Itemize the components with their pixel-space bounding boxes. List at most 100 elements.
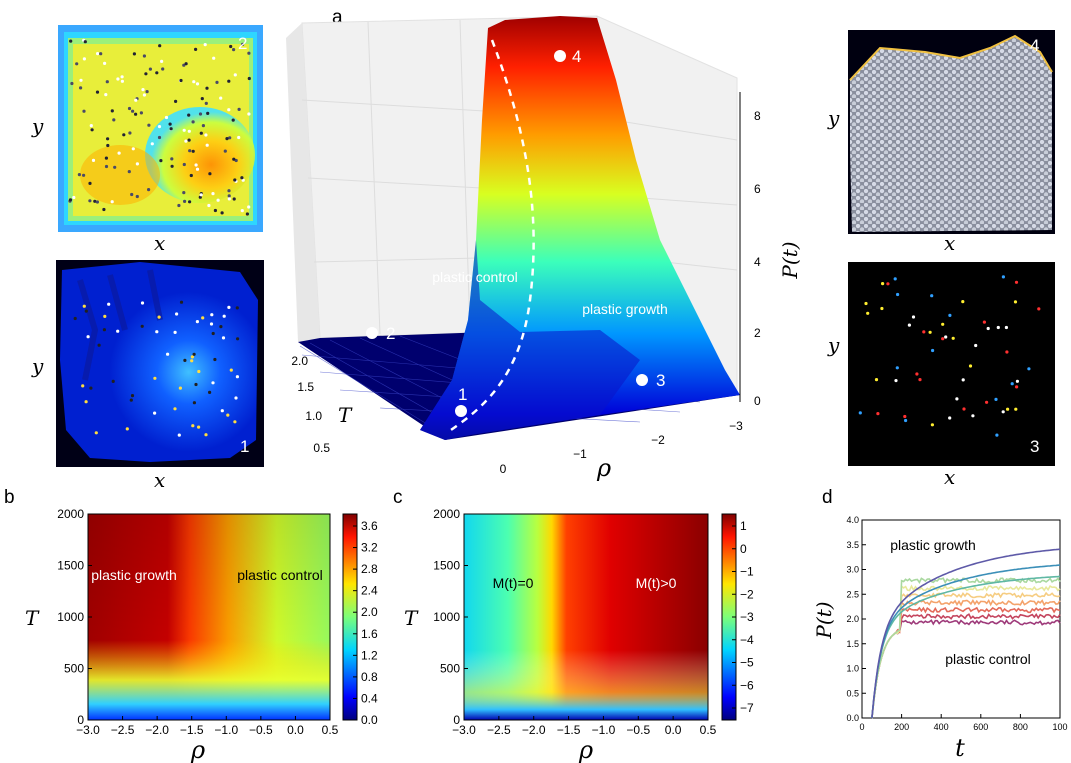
panel-b-y-ticks: 0 500 1000 1500 2000 xyxy=(57,507,92,727)
particle xyxy=(134,112,138,116)
particle xyxy=(190,359,194,363)
y-tick-label: 1500 xyxy=(57,559,84,573)
particle xyxy=(157,315,161,319)
panel-c-x-label: ρ xyxy=(578,736,593,763)
panel-a-z-tick: 0 xyxy=(754,394,761,408)
panel-a-x-tick: −2 xyxy=(651,433,665,447)
particle xyxy=(240,209,244,213)
particle xyxy=(168,122,172,126)
particle xyxy=(187,129,191,133)
particle xyxy=(237,135,241,140)
particle xyxy=(208,390,212,394)
particle xyxy=(226,413,230,417)
particle xyxy=(201,124,205,128)
particle xyxy=(177,433,181,437)
particle xyxy=(895,366,899,370)
particle xyxy=(235,375,239,379)
particle xyxy=(164,115,169,120)
particle xyxy=(184,139,188,143)
particle xyxy=(144,72,148,76)
particle xyxy=(227,108,231,112)
particle xyxy=(157,135,162,140)
panel-a-point-3-marker xyxy=(636,374,648,386)
particle xyxy=(904,418,908,423)
panel-a-x-label: ρ xyxy=(596,454,611,482)
particle xyxy=(204,133,208,137)
colorbar-tick-label: 0.8 xyxy=(361,670,378,684)
y-tick-label: 1000 xyxy=(433,610,460,624)
panel-letter-b: b xyxy=(4,487,15,508)
inset-3-number: 3 xyxy=(1030,437,1039,456)
series-line xyxy=(871,575,1061,719)
particle xyxy=(930,294,934,298)
panel-a-z-tick: 4 xyxy=(754,255,761,269)
panel-a-point-4-marker xyxy=(554,50,566,62)
particle xyxy=(237,107,241,111)
colorbar-tick-label: 3.2 xyxy=(361,541,378,555)
panel-a-point-1-marker xyxy=(455,405,467,417)
particle xyxy=(134,98,138,102)
panel-d-x-ticks: 0 200 400 600 800 100 xyxy=(859,714,1068,732)
particle xyxy=(203,43,207,47)
particle xyxy=(210,313,214,317)
particle xyxy=(93,199,97,203)
particle xyxy=(106,137,110,141)
panel-d-y-label: P(t) xyxy=(812,601,836,639)
particle xyxy=(189,173,193,178)
particle xyxy=(145,90,149,94)
colorbar-tick-label: 0.0 xyxy=(361,713,378,727)
inset-2-particles xyxy=(68,38,251,216)
particle xyxy=(182,63,186,67)
particle xyxy=(190,355,194,359)
particle xyxy=(220,211,224,215)
particle xyxy=(941,337,945,341)
particle xyxy=(90,128,94,132)
x-tick-label: −3.0 xyxy=(452,723,476,737)
colorbar-tick-label: 2.4 xyxy=(361,584,378,598)
particle xyxy=(1010,382,1014,386)
particle xyxy=(139,111,143,115)
particle xyxy=(83,40,87,44)
panel-a-point-4-label: 4 xyxy=(572,47,581,66)
panel-b: b plastic growth plastic control −3.0 −2.… xyxy=(4,487,378,763)
particle xyxy=(192,352,196,356)
particle xyxy=(1005,350,1009,354)
colorbar-tick-label: 0.4 xyxy=(361,691,378,705)
x-tick-label: 0.0 xyxy=(665,723,682,737)
particle xyxy=(241,42,245,47)
particle xyxy=(213,357,217,362)
y-tick-label: 3.0 xyxy=(846,565,859,575)
particle xyxy=(874,378,879,382)
panel-d-y-ticks: 0.0 0.5 1.0 1.5 2.0 2.5 3.0 3.5 4.0 xyxy=(846,515,866,723)
particle xyxy=(106,143,110,148)
y-tick-label: 500 xyxy=(440,662,460,676)
panel-a-dashed-boundary xyxy=(447,39,535,434)
particle xyxy=(112,118,116,122)
inset-4-crystal xyxy=(850,36,1052,232)
particle xyxy=(971,414,975,418)
colorbar-tick-label: −4 xyxy=(740,633,754,647)
x-tick-label: 400 xyxy=(934,722,949,732)
particle xyxy=(169,127,173,131)
particle xyxy=(1015,379,1020,383)
particle xyxy=(105,80,109,84)
particle xyxy=(103,61,107,65)
particle xyxy=(142,54,146,58)
particle xyxy=(73,316,77,321)
particle xyxy=(199,193,203,197)
particle xyxy=(911,315,916,319)
panel-letter-c: c xyxy=(393,487,403,508)
panel-a-side-wall xyxy=(286,23,320,342)
y-tick-label: 0 xyxy=(77,713,84,727)
particle xyxy=(110,109,114,113)
particle xyxy=(918,378,922,382)
series-line xyxy=(871,606,1061,719)
inset-1-particles xyxy=(73,300,240,437)
particle xyxy=(204,101,208,105)
particle xyxy=(996,325,1000,330)
panel-b-colorbar xyxy=(342,513,358,721)
particle xyxy=(68,198,73,202)
particle xyxy=(183,358,187,362)
inset-2-hotspot xyxy=(145,107,255,203)
particle xyxy=(227,189,231,193)
